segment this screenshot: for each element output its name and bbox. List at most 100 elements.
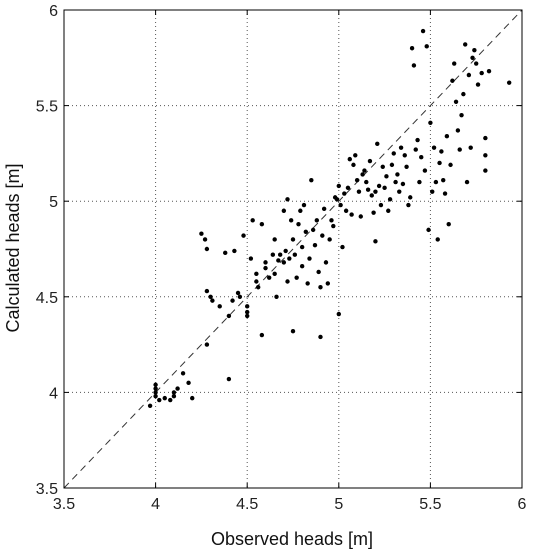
- data-point: [272, 237, 277, 242]
- data-point: [153, 390, 158, 395]
- data-point: [444, 133, 450, 139]
- data-point: [415, 137, 420, 143]
- data-point: [202, 237, 208, 242]
- data-point: [389, 162, 395, 168]
- data-point: [153, 382, 158, 387]
- data-point: [318, 285, 323, 290]
- data-point: [347, 156, 352, 162]
- data-point: [453, 99, 459, 104]
- data-point: [426, 227, 431, 233]
- data-point: [272, 271, 277, 277]
- data-point: [356, 189, 362, 194]
- data-point: [310, 227, 316, 233]
- data-point: [171, 394, 177, 399]
- data-point: [446, 221, 451, 227]
- data-point: [376, 183, 382, 189]
- data-point: [461, 91, 466, 97]
- x-tick-label: 5.5: [419, 496, 441, 513]
- data-point: [441, 177, 446, 183]
- data-point: [483, 168, 488, 173]
- data-point: [281, 260, 287, 265]
- data-point: [325, 281, 331, 286]
- data-point: [472, 47, 477, 53]
- data-point: [245, 304, 250, 309]
- data-point: [430, 189, 435, 194]
- data-point: [470, 55, 475, 60]
- data-point: [371, 210, 376, 215]
- data-point: [292, 252, 298, 257]
- data-point: [382, 185, 387, 191]
- data-point: [417, 179, 422, 185]
- data-point: [373, 189, 378, 194]
- data-point: [235, 290, 241, 296]
- data-point: [318, 334, 323, 340]
- data-point: [298, 208, 303, 213]
- data-point: [171, 390, 177, 395]
- data-point: [433, 179, 439, 185]
- data-point: [190, 395, 195, 401]
- data-point: [353, 153, 358, 158]
- data-point: [483, 135, 488, 141]
- x-tick-label: 4.5: [236, 496, 258, 513]
- data-point: [442, 191, 448, 196]
- data-point: [309, 177, 314, 183]
- data-point: [506, 80, 512, 85]
- data-point: [294, 275, 299, 280]
- data-point: [404, 164, 409, 169]
- data-point: [437, 160, 442, 166]
- data-point: [367, 158, 373, 164]
- data-point: [305, 281, 310, 286]
- data-point: [204, 288, 210, 294]
- data-point: [254, 271, 259, 277]
- data-point: [226, 376, 232, 382]
- data-point: [316, 269, 321, 275]
- data-point: [204, 246, 210, 252]
- data-point: [331, 223, 336, 229]
- data-point: [323, 260, 329, 265]
- data-point: [312, 242, 318, 248]
- data-point: [387, 197, 393, 202]
- data-point: [340, 244, 345, 250]
- y-tick-label: 5: [49, 194, 58, 211]
- data-point: [266, 275, 272, 280]
- data-point: [393, 179, 398, 185]
- data-point: [241, 233, 246, 238]
- data-point: [343, 208, 349, 213]
- data-point: [157, 397, 162, 403]
- data-point: [375, 141, 380, 147]
- data-point: [180, 371, 186, 376]
- y-tick-label: 4.5: [36, 290, 58, 307]
- data-point: [296, 221, 301, 227]
- data-point: [345, 185, 351, 191]
- data-point: [452, 61, 457, 66]
- identity-reference-line: [63, 9, 523, 489]
- data-point: [290, 329, 296, 334]
- data-point: [411, 63, 417, 68]
- data-point: [223, 250, 228, 256]
- data-point: [398, 145, 404, 150]
- data-point: [483, 153, 488, 158]
- data-point: [364, 179, 369, 185]
- data-point: [395, 172, 400, 177]
- data-point: [237, 294, 243, 299]
- data-point: [360, 172, 365, 177]
- data-point: [277, 252, 283, 257]
- data-point: [230, 298, 235, 303]
- data-point: [208, 294, 213, 299]
- data-point: [369, 193, 374, 198]
- y-tick-label: 3.5: [36, 481, 58, 498]
- data-point: [420, 28, 426, 34]
- data-point: [327, 237, 332, 242]
- data-point: [373, 239, 378, 244]
- data-point: [435, 237, 440, 242]
- data-point: [474, 61, 479, 66]
- data-point: [459, 112, 464, 118]
- data-point: [226, 313, 232, 319]
- data-point: [276, 258, 281, 263]
- axis-ticks: [63, 9, 523, 489]
- data-point: [463, 42, 468, 47]
- data-point: [153, 386, 158, 391]
- data-point: [263, 260, 268, 265]
- y-tick-label: 4: [49, 385, 58, 402]
- data-point: [455, 128, 461, 133]
